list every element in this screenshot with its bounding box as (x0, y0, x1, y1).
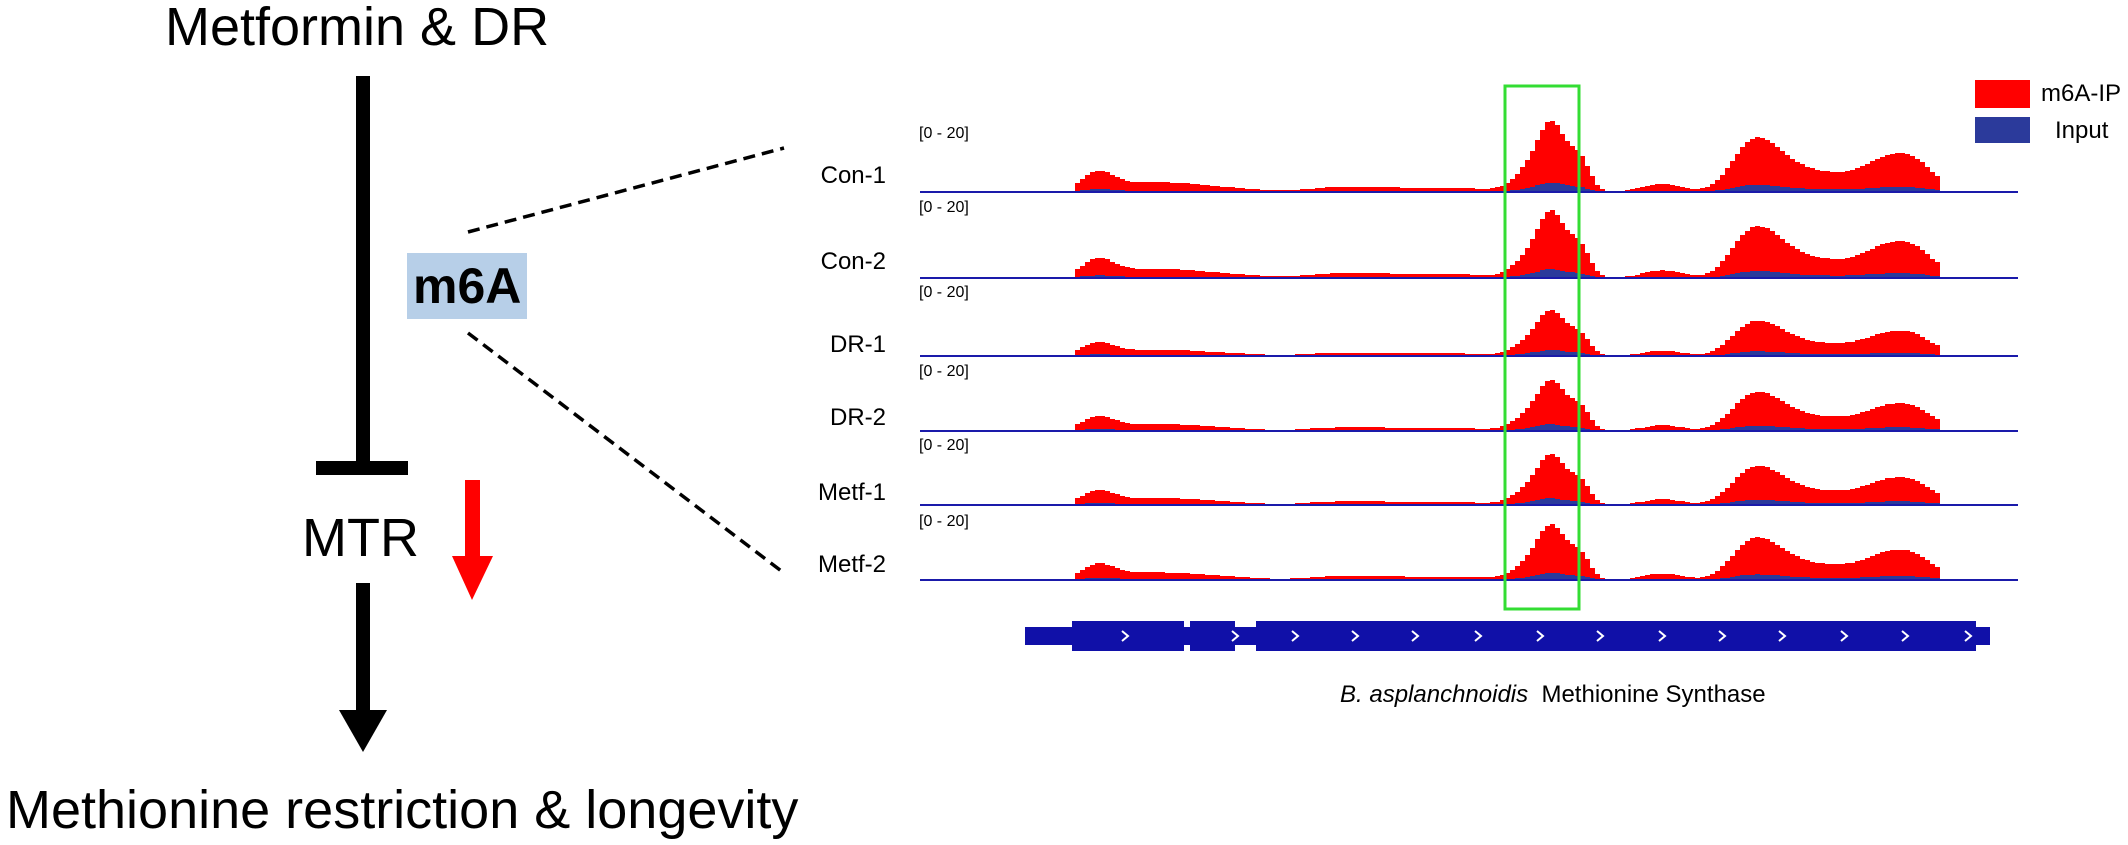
strand-arrow-icon (1474, 630, 1483, 642)
input-coverage (920, 269, 2020, 278)
m6a-ip-coverage (920, 210, 2020, 278)
track-label-dr-1: DR-1 (829, 331, 886, 358)
pathway-arrows (316, 76, 786, 752)
gene-caption: B. asplanchnoidis Methionine Synthase (1340, 681, 1766, 709)
inhibition-bar (316, 461, 408, 475)
track-range-metf-2: [0 - 20] (919, 513, 969, 530)
input-coverage (920, 573, 2020, 580)
track-range-dr-2: [0 - 20] (919, 363, 969, 380)
strand-arrow-icon (1536, 630, 1545, 642)
strand-arrow-icon (1121, 630, 1130, 642)
track-label-con-2: Con-2 (820, 248, 886, 275)
gene-exon (1190, 621, 1235, 651)
gene-exon (1256, 621, 1976, 651)
downstream-arrowhead (339, 710, 387, 752)
input-coverage (920, 424, 2020, 431)
downstream-line (356, 583, 370, 713)
input-coverage (920, 498, 2020, 505)
legend-swatch-input (1975, 117, 2030, 143)
input-coverage (920, 350, 2020, 356)
strand-arrow-icon (1718, 630, 1727, 642)
m6a-ip-coverage (920, 310, 2020, 356)
gene-name: Methionine Synthase (1541, 681, 1766, 708)
peak-highlight-box (1503, 84, 1581, 611)
gene-intron (1235, 634, 1256, 638)
track-label-metf-2: Metf-2 (817, 551, 886, 578)
strand-arrow-icon (1411, 630, 1420, 642)
strand-arrow-icon (1231, 630, 1240, 642)
track-label-dr-2: DR-2 (829, 404, 886, 431)
m6a-ip-coverage (920, 524, 2020, 580)
inhibition-line (356, 76, 370, 471)
strand-arrow-icon (1351, 630, 1360, 642)
track-range-metf-1: [0 - 20] (919, 437, 969, 454)
gene-species: B. asplanchnoidis (1340, 681, 1529, 708)
track-range-con-2: [0 - 20] (919, 199, 969, 216)
strand-arrow-icon (1778, 630, 1787, 642)
mtr-label: MTR (302, 508, 419, 568)
legend-swatch-m6a-ip (1975, 80, 2030, 108)
strand-arrow-icon (1901, 630, 1910, 642)
m6a-ip-coverage (920, 121, 2020, 192)
pathway-top-label: Metformin & DR (165, 0, 550, 57)
m6a-ip-coverage (920, 380, 2020, 431)
track-label-metf-1: Metf-1 (817, 479, 886, 506)
mtr-down-arrow-head (452, 556, 493, 600)
legend-label-m6a-ip: m6A-IP (2041, 80, 2122, 107)
m6a-label: m6A (407, 253, 528, 319)
zoom-line-bottom (466, 331, 786, 575)
track-label-con-1: Con-1 (820, 162, 886, 189)
strand-arrow-icon (1964, 630, 1973, 642)
strand-arrow-icon (1840, 630, 1849, 642)
legend-label-input: Input (2055, 117, 2109, 144)
strand-arrow-icon (1658, 630, 1667, 642)
strand-arrow-icon (1596, 630, 1605, 642)
track-range-dr-1: [0 - 20] (919, 284, 969, 301)
track-range-con-1: [0 - 20] (919, 125, 969, 142)
m6a-ip-coverage (920, 454, 2020, 505)
strand-arrow-icon (1291, 630, 1300, 642)
outcome-label: Methionine restriction & longevity (6, 780, 799, 840)
zoom-line-top (467, 146, 785, 234)
input-coverage (920, 183, 2020, 192)
mtr-down-arrow-shaft (465, 480, 480, 558)
